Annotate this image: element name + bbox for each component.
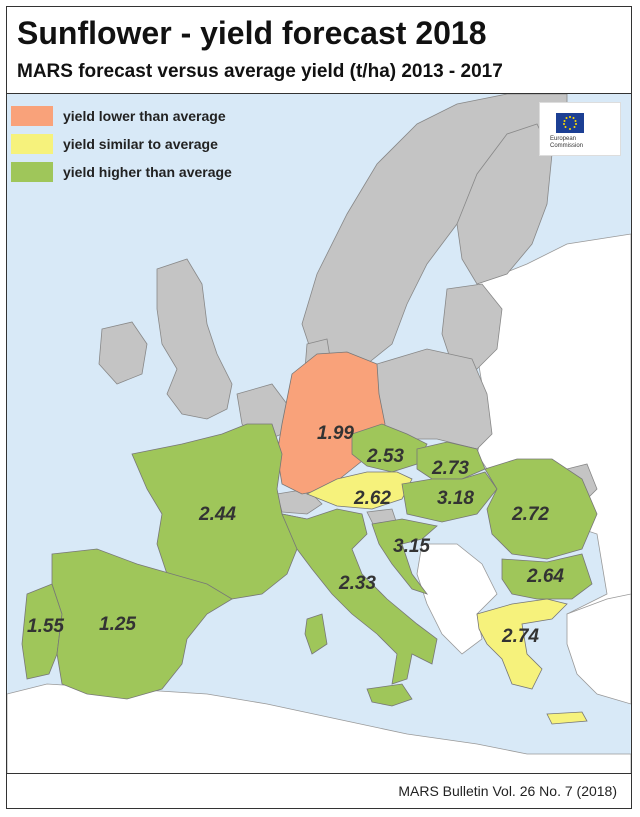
value-portugal: 1.55 (27, 616, 64, 637)
value-germany: 1.99 (317, 423, 354, 444)
legend-label-lower: yield lower than average (63, 108, 226, 124)
region-ireland (98, 321, 148, 385)
value-hungary: 3.18 (437, 488, 474, 509)
region-spain (51, 548, 233, 700)
region-romania (484, 458, 598, 560)
value-spain: 1.25 (99, 614, 136, 635)
logo-caption-line1: European (550, 136, 577, 142)
region-bulgaria (501, 553, 593, 600)
logo-caption: European Commission (550, 136, 583, 150)
legend-item-lower: yield lower than average (11, 106, 271, 128)
region-slovakia (416, 441, 486, 480)
region-crete (546, 711, 588, 725)
value-croatia: 3.15 (393, 536, 430, 557)
legend-swatch-similar (11, 134, 53, 154)
european-commission-logo: European Commission (539, 102, 621, 156)
value-czechia: 2.53 (366, 446, 404, 467)
region-great-britain (156, 258, 233, 420)
region-sicily (366, 683, 413, 707)
region-croatia (371, 518, 438, 595)
legend-item-similar: yield similar to average (11, 134, 271, 156)
region-baltics (441, 283, 503, 370)
map-figure: Sunflower - yield forecast 2018 MARS for… (6, 6, 632, 809)
value-greece: 2.74 (501, 626, 539, 647)
header: Sunflower - yield forecast 2018 MARS for… (7, 7, 631, 94)
value-austria: 2.62 (353, 488, 391, 509)
value-slovakia: 2.73 (431, 458, 469, 479)
map-subtitle: MARS forecast versus average yield (t/ha… (17, 61, 503, 82)
map-title: Sunflower - yield forecast 2018 (17, 15, 487, 51)
legend-label-similar: yield similar to average (63, 136, 218, 152)
legend-label-higher: yield higher than average (63, 164, 232, 180)
map-area: 1.99 2.53 2.73 2.62 3.18 2.72 3.15 2.64 … (6, 93, 632, 776)
europe-map-svg: 1.99 2.53 2.73 2.62 3.18 2.72 3.15 2.64 … (6, 93, 632, 776)
region-turkey (566, 593, 632, 705)
region-greece (476, 598, 568, 690)
footer: MARS Bulletin Vol. 26 No. 7 (2018) (7, 773, 631, 808)
logo-caption-line2: Commission (550, 143, 584, 149)
legend-swatch-lower (11, 106, 53, 126)
value-romania: 2.72 (511, 504, 549, 525)
value-france: 2.44 (198, 504, 236, 525)
source-citation: MARS Bulletin Vol. 26 No. 7 (2018) (398, 783, 617, 799)
value-italy: 2.33 (338, 573, 376, 594)
region-italy (281, 508, 438, 685)
value-bulgaria: 2.64 (526, 566, 564, 587)
legend-swatch-higher (11, 162, 53, 182)
eu-flag-icon (556, 113, 584, 133)
region-austria (306, 471, 413, 510)
legend-item-higher: yield higher than average (11, 162, 271, 184)
region-finland (456, 123, 553, 285)
region-western-balkans (416, 543, 498, 655)
region-sardinia (304, 613, 328, 655)
